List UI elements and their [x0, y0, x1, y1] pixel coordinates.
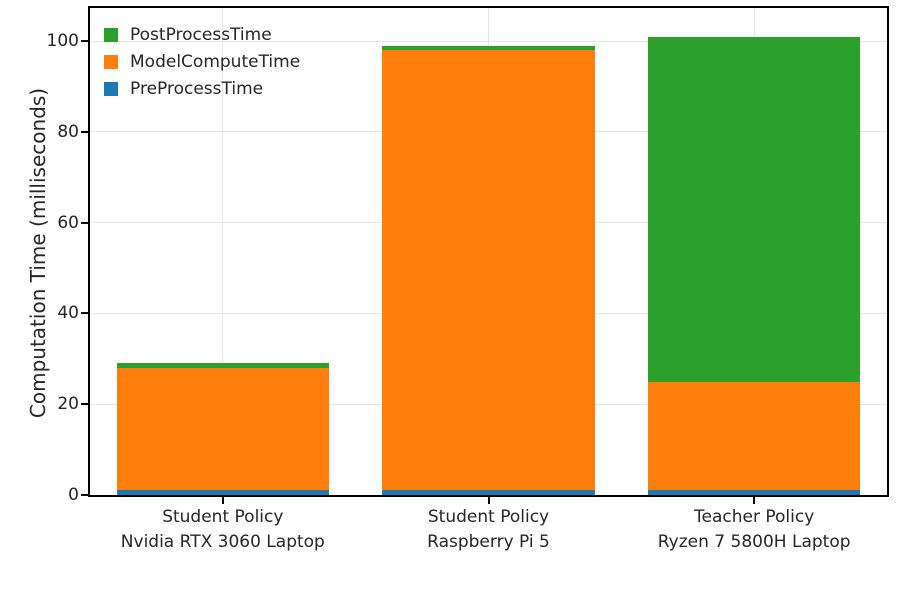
legend-label: PostProcessTime: [130, 24, 272, 45]
legend-swatch-PostProcessTime: [104, 27, 118, 42]
bar-segment-ModelComputeTime: [382, 50, 595, 491]
legend-label: ModelComputeTime: [130, 51, 301, 72]
bar-segment-PostProcessTime: [116, 363, 330, 368]
bar-segment-PostProcessTime: [382, 45, 595, 51]
legend-label: PreProcessTime: [130, 78, 264, 99]
legend-item: PostProcessTime: [104, 21, 300, 48]
y-tick: [81, 40, 88, 43]
bar-segment-ModelComputeTime: [647, 381, 861, 491]
y-tick-label: 60: [57, 212, 79, 233]
x-tick-label-line2: Nvidia RTX 3060 Laptop: [120, 532, 325, 552]
x-tick-label: Student Policy Nvidia RTX 3060 Laptop: [93, 505, 353, 555]
x-tick: [487, 497, 490, 504]
x-tick-label-line2: Ryzen 7 5800H Laptop: [657, 532, 851, 552]
x-tick-label-line2: Raspberry Pi 5: [427, 532, 550, 552]
y-tick: [81, 221, 88, 224]
y-tick-label: 0: [68, 485, 79, 505]
y-tick-label: 20: [57, 394, 79, 415]
bar-segment-PreProcessTime: [647, 490, 861, 495]
legend-swatch-ModelComputeTime: [104, 54, 118, 69]
x-tick-label-line1: Teacher Policy: [694, 507, 815, 527]
x-tick-label: Student Policy Raspberry Pi 5: [359, 505, 619, 555]
y-tick-label: 80: [57, 121, 79, 142]
x-tick-label-line1: Student Policy: [427, 507, 550, 527]
x-tick-label-line1: Student Policy: [162, 507, 284, 527]
bar-segment-PreProcessTime: [382, 490, 595, 495]
y-tick: [81, 494, 88, 496]
x-tick: [221, 497, 224, 504]
gridline-vertical: [222, 8, 224, 495]
bar-segment-PostProcessTime: [647, 36, 861, 382]
y-axis-label: Computation Time (milliseconds): [26, 87, 50, 419]
legend-swatch-PreProcessTime: [104, 81, 118, 96]
legend: PostProcessTime ModelComputeTime PreProces…: [104, 21, 300, 102]
x-tick-label: Teacher Policy Ryzen 7 5800H Laptop: [624, 505, 884, 555]
y-tick-label: 40: [57, 303, 79, 324]
legend-item: ModelComputeTime: [104, 48, 300, 75]
y-tick-label: 100: [46, 31, 79, 52]
plot-area: PostProcessTime ModelComputeTime PreProces…: [88, 6, 889, 497]
bar-segment-ModelComputeTime: [116, 367, 330, 491]
y-tick: [81, 312, 88, 315]
x-tick: [753, 497, 756, 504]
y-tick: [81, 130, 88, 133]
legend-item: PreProcessTime: [104, 75, 300, 102]
y-tick: [81, 403, 88, 406]
bar-segment-PreProcessTime: [116, 490, 330, 495]
